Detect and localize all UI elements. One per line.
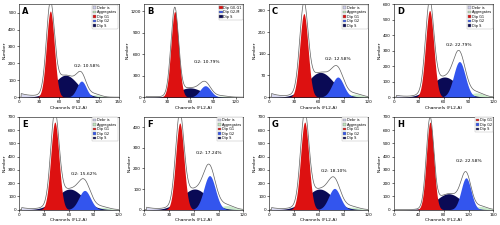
X-axis label: Channels (FL2-A): Channels (FL2-A) <box>300 106 338 110</box>
X-axis label: Channels (FL2-A): Channels (FL2-A) <box>425 218 462 222</box>
Text: C: C <box>272 7 278 16</box>
Text: G2: 17.24%: G2: 17.24% <box>196 151 222 155</box>
Text: G: G <box>272 119 279 128</box>
X-axis label: Channels (FL2-A): Channels (FL2-A) <box>176 106 212 110</box>
X-axis label: Channels (FL2-A): Channels (FL2-A) <box>50 106 88 110</box>
Text: E: E <box>22 119 28 128</box>
Y-axis label: Number: Number <box>252 42 256 59</box>
Legend: Dip G1, Dip G2, Dip S: Dip G1, Dip G2, Dip S <box>475 117 492 132</box>
X-axis label: Channels (FL2-A): Channels (FL2-A) <box>425 106 462 110</box>
Y-axis label: Number: Number <box>378 155 382 172</box>
Y-axis label: Number: Number <box>128 155 132 172</box>
Y-axis label: Number: Number <box>3 155 7 172</box>
Legend: Debr is, Aggregates, Dip G1, Dip G2, Dip S: Debr is, Aggregates, Dip G1, Dip G2, Dip… <box>92 5 118 29</box>
Text: B: B <box>147 7 154 16</box>
Text: G2: 18.10%: G2: 18.10% <box>321 169 346 173</box>
Legend: Debr is, Aggregates, Dip G1, Dip G2, Dip S: Debr is, Aggregates, Dip G1, Dip G2, Dip… <box>92 117 118 141</box>
X-axis label: Channels (FL2-A): Channels (FL2-A) <box>50 218 88 222</box>
Y-axis label: Number: Number <box>3 42 7 59</box>
Legend: Debr is, Aggregates, Dip G1, Dip G2, Dip S: Debr is, Aggregates, Dip G1, Dip G2, Dip… <box>342 5 367 29</box>
Text: G2: 15.62%: G2: 15.62% <box>72 172 97 176</box>
Text: A: A <box>22 7 29 16</box>
Legend: Debr is, Aggregates, Dip G1, Dip G2, Dip S: Debr is, Aggregates, Dip G1, Dip G2, Dip… <box>466 5 492 29</box>
Y-axis label: Number: Number <box>252 155 256 172</box>
X-axis label: Channels (FL2-A): Channels (FL2-A) <box>176 218 212 222</box>
Text: D: D <box>397 7 404 16</box>
Text: G2: 10.58%: G2: 10.58% <box>74 64 100 68</box>
X-axis label: Channels (FL2-A): Channels (FL2-A) <box>300 218 338 222</box>
Text: G2: 22.79%: G2: 22.79% <box>446 43 471 47</box>
Y-axis label: Number: Number <box>125 42 129 59</box>
Text: F: F <box>147 119 153 128</box>
Legend: Dip G0-G1, Dip G2-M, Dip S: Dip G0-G1, Dip G2-M, Dip S <box>218 5 243 20</box>
Text: G2: 22.58%: G2: 22.58% <box>456 159 481 163</box>
Text: G2: 10.79%: G2: 10.79% <box>194 60 220 64</box>
Text: H: H <box>397 119 404 128</box>
Text: G2: 12.58%: G2: 12.58% <box>326 57 351 61</box>
Legend: Debr is, Aggregates, Dip G1, Dip G2, Dip S: Debr is, Aggregates, Dip G1, Dip G2, Dip… <box>342 117 367 141</box>
Y-axis label: Number: Number <box>378 42 382 59</box>
Legend: Debr is, Aggregates, Dip G1, Dip G2, Dip S: Debr is, Aggregates, Dip G1, Dip G2, Dip… <box>217 117 243 141</box>
